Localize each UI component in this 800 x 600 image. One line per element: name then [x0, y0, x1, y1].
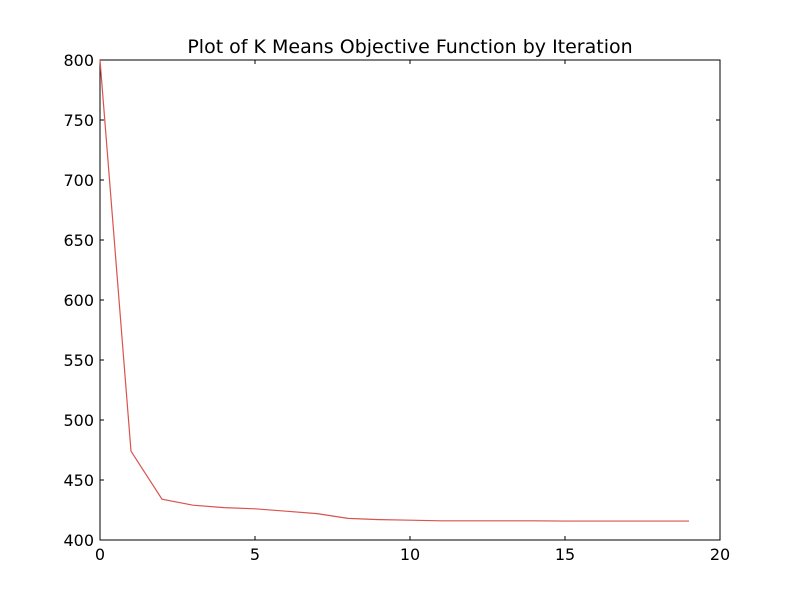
x-tick-label: 0	[95, 545, 105, 564]
x-tick-label: 15	[555, 545, 575, 564]
chart-title: Plot of K Means Objective Function by It…	[187, 36, 632, 58]
plot-frame	[99, 59, 721, 541]
x-tick-label: 5	[250, 545, 260, 564]
y-tick-label: 650	[63, 231, 94, 250]
x-tick-label: 20	[710, 545, 730, 564]
objective-line	[99, 59, 689, 522]
y-tick-label: 600	[63, 291, 94, 310]
y-tick-label: 500	[63, 411, 94, 430]
data-series	[99, 59, 690, 522]
x-tick-label: 10	[400, 545, 420, 564]
y-tick-label: 450	[63, 471, 94, 490]
y-tick-label: 400	[63, 531, 94, 550]
y-tick-label: 550	[63, 351, 94, 370]
y-tick-label: 750	[63, 111, 94, 130]
axis-ticks: 0 5 10 15 20 400 450 500 550 600 650 700 750 800	[63, 51, 730, 564]
y-tick-label: 800	[63, 51, 94, 70]
y-tick-label: 700	[63, 171, 94, 190]
